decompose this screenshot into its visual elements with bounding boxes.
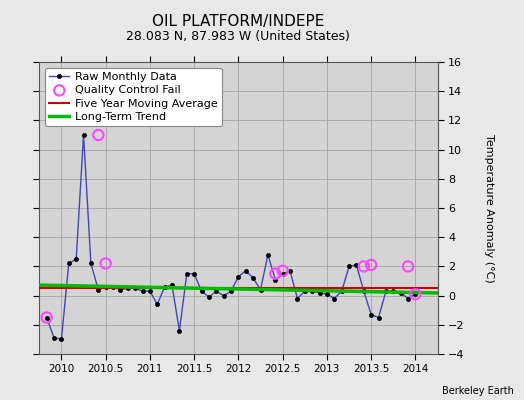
Raw Monthly Data (302, 289, 308, 294)
Raw Monthly Data (169, 283, 175, 288)
Legend: Raw Monthly Data, Quality Control Fail, Five Year Moving Average, Long-Term Tren: Raw Monthly Data, Quality Control Fail, … (45, 68, 222, 126)
Quality Control Fail (411, 291, 420, 297)
Raw Monthly Data (43, 315, 50, 320)
Quality Control Fail (271, 270, 279, 277)
Raw Monthly Data (176, 328, 182, 333)
Raw Monthly Data (412, 292, 419, 296)
Raw Monthly Data (80, 133, 86, 138)
Raw Monthly Data (324, 292, 330, 296)
Text: 28.083 N, 87.983 W (United States): 28.083 N, 87.983 W (United States) (126, 30, 351, 43)
Quality Control Fail (278, 268, 287, 274)
Quality Control Fail (404, 263, 412, 270)
Text: Berkeley Earth: Berkeley Earth (442, 386, 514, 396)
Raw Monthly Data (405, 296, 411, 301)
Quality Control Fail (102, 260, 110, 267)
Raw Monthly Data (58, 337, 64, 342)
Line: Raw Monthly Data: Raw Monthly Data (45, 133, 418, 342)
Quality Control Fail (94, 132, 103, 138)
Quality Control Fail (42, 314, 51, 321)
Quality Control Fail (359, 263, 368, 270)
Quality Control Fail (367, 262, 375, 268)
Y-axis label: Temperature Anomaly (°C): Temperature Anomaly (°C) (484, 134, 494, 282)
Raw Monthly Data (139, 289, 146, 294)
Text: OIL PLATFORM/INDEPE: OIL PLATFORM/INDEPE (152, 14, 324, 29)
